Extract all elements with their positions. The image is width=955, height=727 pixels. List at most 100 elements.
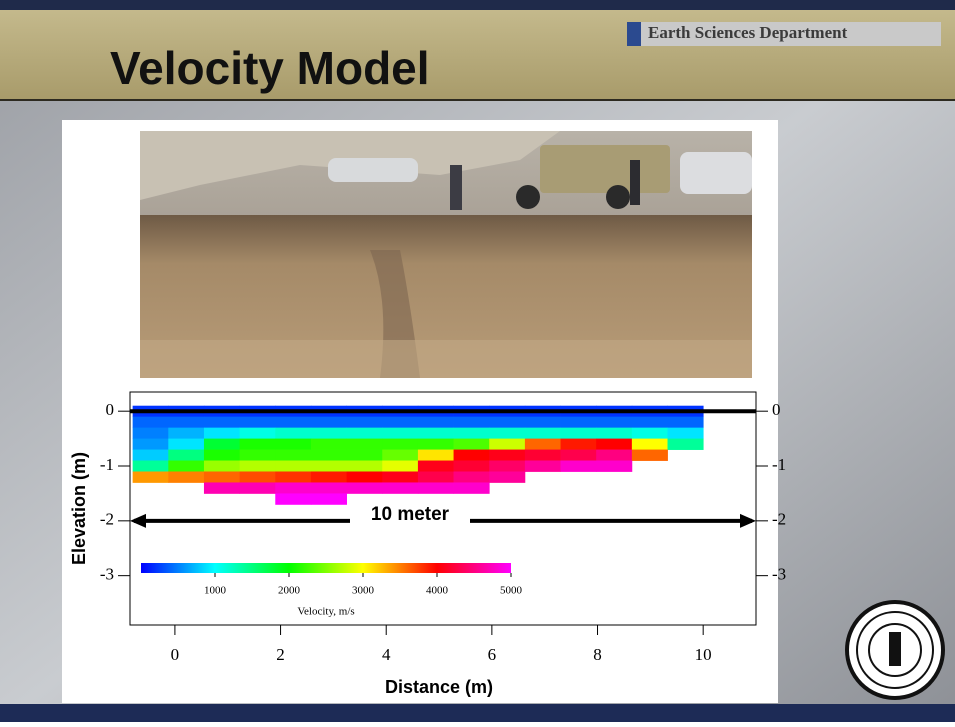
velocity-cell bbox=[275, 417, 311, 428]
velocity-cell bbox=[168, 428, 204, 439]
velocity-cell bbox=[454, 428, 490, 439]
velocity-cell bbox=[489, 461, 525, 472]
velocity-cell bbox=[454, 439, 490, 450]
velocity-cell bbox=[311, 450, 347, 461]
velocity-cell bbox=[489, 428, 525, 439]
velocity-cell bbox=[668, 417, 704, 428]
velocity-cell bbox=[240, 482, 276, 493]
velocity-cell bbox=[311, 493, 347, 504]
velocity-cell bbox=[596, 450, 632, 461]
velocity-cell bbox=[668, 428, 704, 439]
velocity-cell bbox=[275, 493, 311, 504]
velocity-cell bbox=[632, 439, 668, 450]
top-border bbox=[0, 0, 955, 10]
velocity-cell bbox=[418, 439, 454, 450]
velocity-cell bbox=[240, 461, 276, 472]
colorbar-tick-label: 1000 bbox=[204, 585, 227, 597]
velocity-cell bbox=[347, 439, 383, 450]
velocity-cell bbox=[204, 428, 240, 439]
velocity-cell bbox=[204, 450, 240, 461]
velocity-cell bbox=[204, 461, 240, 472]
colorbar-tick-label: 5000 bbox=[500, 585, 523, 597]
velocity-cell bbox=[489, 417, 525, 428]
velocity-cell bbox=[561, 439, 597, 450]
velocity-cell bbox=[347, 428, 383, 439]
velocity-cell bbox=[133, 461, 169, 472]
velocity-cell bbox=[596, 417, 632, 428]
velocity-cell bbox=[418, 482, 454, 493]
velocity-cell bbox=[240, 417, 276, 428]
colorbar bbox=[141, 563, 511, 573]
velocity-cell bbox=[204, 482, 240, 493]
velocity-cell bbox=[347, 450, 383, 461]
velocity-cell bbox=[454, 471, 490, 482]
colorbar-title: Velocity, m/s bbox=[297, 606, 354, 618]
velocity-cell bbox=[168, 461, 204, 472]
colorbar-tick-label: 2000 bbox=[278, 585, 301, 597]
y-axis-title: Elevation (m) bbox=[69, 452, 89, 565]
velocity-cell bbox=[347, 471, 383, 482]
department-marker bbox=[627, 22, 641, 46]
velocity-cell bbox=[133, 450, 169, 461]
y-tick-label-right: -2 bbox=[772, 510, 786, 529]
logo bbox=[847, 602, 943, 698]
velocity-cell bbox=[596, 439, 632, 450]
velocity-cell bbox=[311, 471, 347, 482]
velocity-cell bbox=[668, 439, 704, 450]
x-tick-label: 0 bbox=[171, 645, 180, 664]
velocity-cell bbox=[240, 439, 276, 450]
velocity-cell bbox=[311, 461, 347, 472]
velocity-cell bbox=[311, 482, 347, 493]
y-tick-label-right: -1 bbox=[772, 455, 786, 474]
y-tick-label: -3 bbox=[100, 565, 114, 584]
velocity-cell bbox=[168, 439, 204, 450]
site-photo bbox=[140, 131, 752, 378]
velocity-cell bbox=[347, 461, 383, 472]
velocity-cell bbox=[382, 439, 418, 450]
velocity-cell bbox=[382, 461, 418, 472]
velocity-cell bbox=[347, 417, 383, 428]
velocity-cell bbox=[561, 417, 597, 428]
velocity-cell bbox=[382, 482, 418, 493]
velocity-cell bbox=[133, 471, 169, 482]
velocity-cell bbox=[133, 417, 169, 428]
velocity-cell bbox=[525, 417, 561, 428]
velocity-cell bbox=[454, 482, 490, 493]
velocity-cell bbox=[168, 450, 204, 461]
velocity-cell bbox=[382, 471, 418, 482]
velocity-cell bbox=[275, 461, 311, 472]
velocity-cell bbox=[525, 439, 561, 450]
velocity-cell bbox=[133, 439, 169, 450]
velocity-cell bbox=[632, 450, 668, 461]
velocity-cell bbox=[204, 417, 240, 428]
velocity-cell bbox=[561, 461, 597, 472]
velocity-cell bbox=[454, 417, 490, 428]
x-axis-title: Distance (m) bbox=[385, 677, 493, 697]
y-tick-label: 0 bbox=[106, 400, 115, 419]
velocity-cell bbox=[204, 471, 240, 482]
scale-label: 10 meter bbox=[371, 504, 450, 525]
velocity-cell bbox=[204, 439, 240, 450]
velocity-cell bbox=[418, 417, 454, 428]
x-tick-label: 6 bbox=[488, 645, 497, 664]
velocity-cell bbox=[418, 450, 454, 461]
velocity-cell bbox=[275, 482, 311, 493]
velocity-cell bbox=[275, 428, 311, 439]
slide: Earth Sciences Department Velocity Model… bbox=[0, 0, 955, 722]
velocity-cell bbox=[489, 450, 525, 461]
velocity-cell bbox=[382, 428, 418, 439]
velocity-cell bbox=[275, 471, 311, 482]
velocity-cell bbox=[133, 428, 169, 439]
x-tick-label: 10 bbox=[695, 645, 712, 664]
velocity-cell bbox=[168, 471, 204, 482]
velocity-cell bbox=[311, 417, 347, 428]
velocity-cell bbox=[525, 450, 561, 461]
velocity-cell bbox=[382, 417, 418, 428]
y-tick-label: -1 bbox=[100, 455, 114, 474]
x-tick-label: 4 bbox=[382, 645, 391, 664]
velocity-cell bbox=[382, 450, 418, 461]
velocity-cell bbox=[275, 450, 311, 461]
velocity-cell bbox=[525, 461, 561, 472]
velocity-cell bbox=[311, 428, 347, 439]
velocity-cell bbox=[418, 428, 454, 439]
